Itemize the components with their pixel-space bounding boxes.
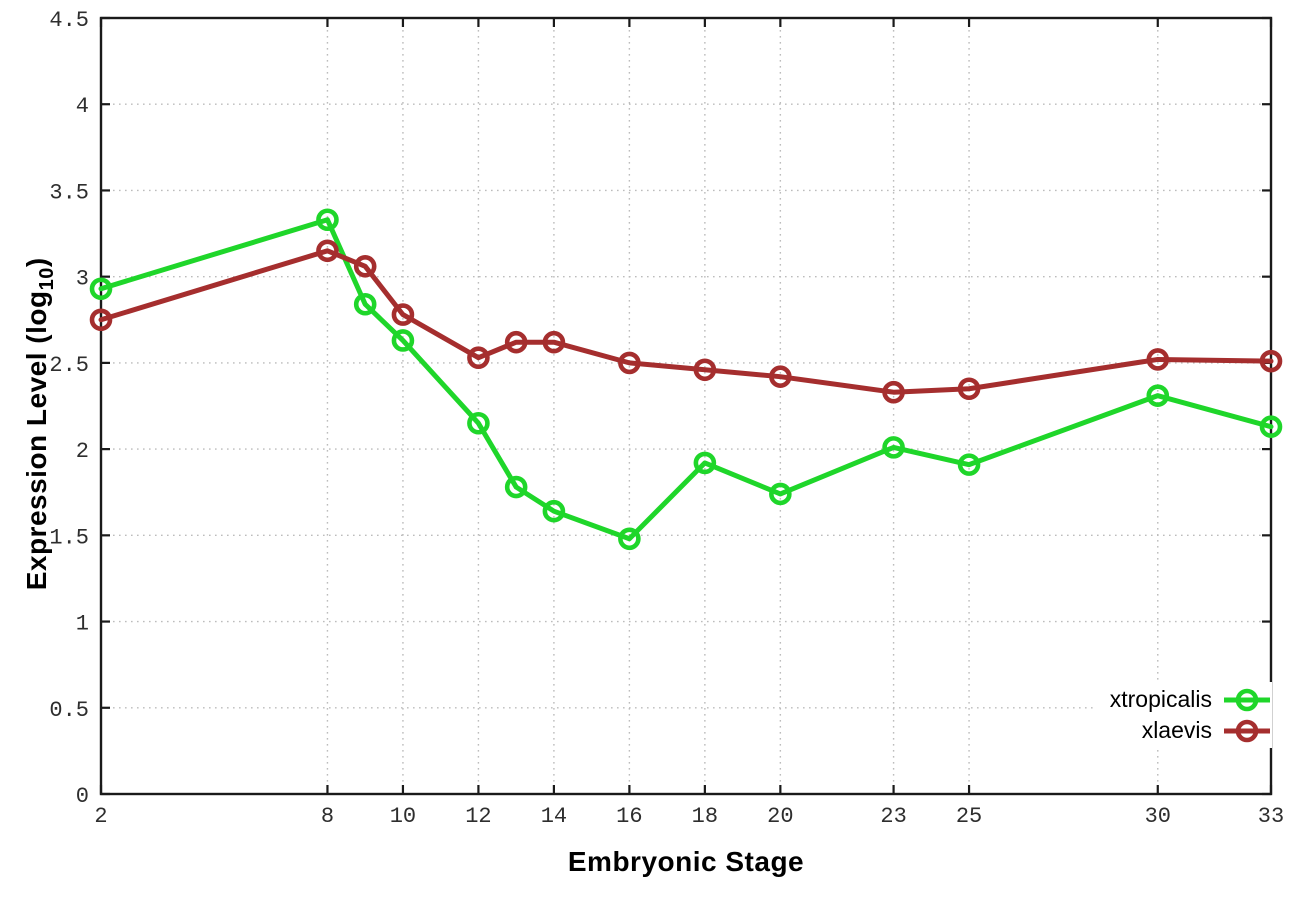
- y-axis-title: Expression Level (log10): [21, 234, 59, 614]
- x-tick-label: 18: [692, 804, 718, 829]
- x-tick-label: 20: [767, 804, 793, 829]
- data-point-xtropicalis: [353, 292, 377, 316]
- data-point-xtropicalis: [316, 208, 339, 232]
- data-point-xlaevis: [957, 377, 981, 401]
- data-point-xtropicalis: [391, 329, 415, 352]
- y-tick-label: 4: [76, 94, 89, 119]
- data-point-xtropicalis: [542, 499, 566, 523]
- data-point-xtropicalis: [693, 451, 717, 475]
- y-tick-label: 4.5: [49, 8, 89, 33]
- data-point-xlaevis: [316, 239, 339, 263]
- data-point-xtropicalis: [504, 475, 528, 499]
- x-tick-label: 10: [390, 804, 416, 829]
- y-axis-title-subscript: 10: [35, 267, 58, 291]
- y-tick-label: 3.5: [49, 180, 89, 205]
- legend-label-xlaevis: xlaevis: [1141, 717, 1212, 743]
- series-line-xlaevis: [98, 248, 1274, 395]
- y-tick-label: 0.5: [49, 698, 89, 723]
- data-point-xlaevis: [1146, 348, 1170, 371]
- x-axis-title: Embryonic Stage: [567, 846, 805, 877]
- plot-border: [99, 16, 1273, 796]
- x-tick-label: 14: [541, 804, 567, 829]
- legend-item-xlaevis: xlaevis: [1110, 715, 1272, 746]
- data-point-xlaevis: [391, 303, 415, 326]
- y-axis-title-suffix: ): [21, 257, 53, 268]
- data-point-xtropicalis: [957, 453, 981, 476]
- data-point-xtropicalis: [89, 277, 113, 301]
- legend-item-xtropicalis: xtropicalis: [1110, 684, 1272, 715]
- y-tick-label: 1: [76, 612, 89, 637]
- data-point-xlaevis: [89, 308, 113, 332]
- data-point-xtropicalis: [882, 436, 905, 459]
- data-point-xlaevis: [1259, 349, 1283, 373]
- x-tick-label: 2: [94, 804, 107, 829]
- x-tick-label: 33: [1258, 804, 1284, 829]
- data-point-xtropicalis: [467, 411, 490, 435]
- data-point-xlaevis: [542, 330, 566, 354]
- legend-marker-xtropicalis: [1224, 688, 1270, 711]
- x-tick-label: 16: [616, 804, 642, 829]
- x-tick-label: 25: [956, 804, 982, 829]
- y-tick-label: 1.5: [49, 525, 89, 550]
- legend-circle-sample: [1235, 719, 1259, 742]
- data-point-xlaevis: [769, 365, 792, 388]
- y-tick-label: 3: [76, 267, 89, 292]
- x-tick-label: 8: [321, 804, 334, 829]
- data-point-xtropicalis: [1259, 415, 1283, 438]
- data-point-xtropicalis: [618, 527, 641, 551]
- x-tick-label: 12: [465, 804, 491, 829]
- data-point-xtropicalis: [769, 482, 792, 506]
- y-tick-label: 0: [76, 784, 89, 809]
- data-point-xlaevis: [693, 358, 717, 382]
- legend-label-xtropicalis: xtropicalis: [1109, 686, 1212, 712]
- y-tick-label: 2.5: [49, 353, 89, 378]
- y-axis-title-text: Expression Level (log: [21, 290, 53, 591]
- data-point-xlaevis: [467, 346, 490, 370]
- y-tick-label: 2: [76, 439, 89, 464]
- data-point-xlaevis: [882, 380, 905, 404]
- data-point-xlaevis: [618, 351, 641, 375]
- legend-circle-sample: [1235, 688, 1259, 711]
- legend: xtropicalis xlaevis: [1093, 682, 1272, 748]
- x-tick-label: 30: [1145, 804, 1171, 829]
- data-point-xlaevis: [504, 330, 528, 354]
- legend-marker-xlaevis: [1224, 719, 1270, 742]
- x-tick-label: 23: [880, 804, 906, 829]
- data-point-xtropicalis: [1146, 384, 1170, 407]
- data-point-xlaevis: [353, 255, 377, 278]
